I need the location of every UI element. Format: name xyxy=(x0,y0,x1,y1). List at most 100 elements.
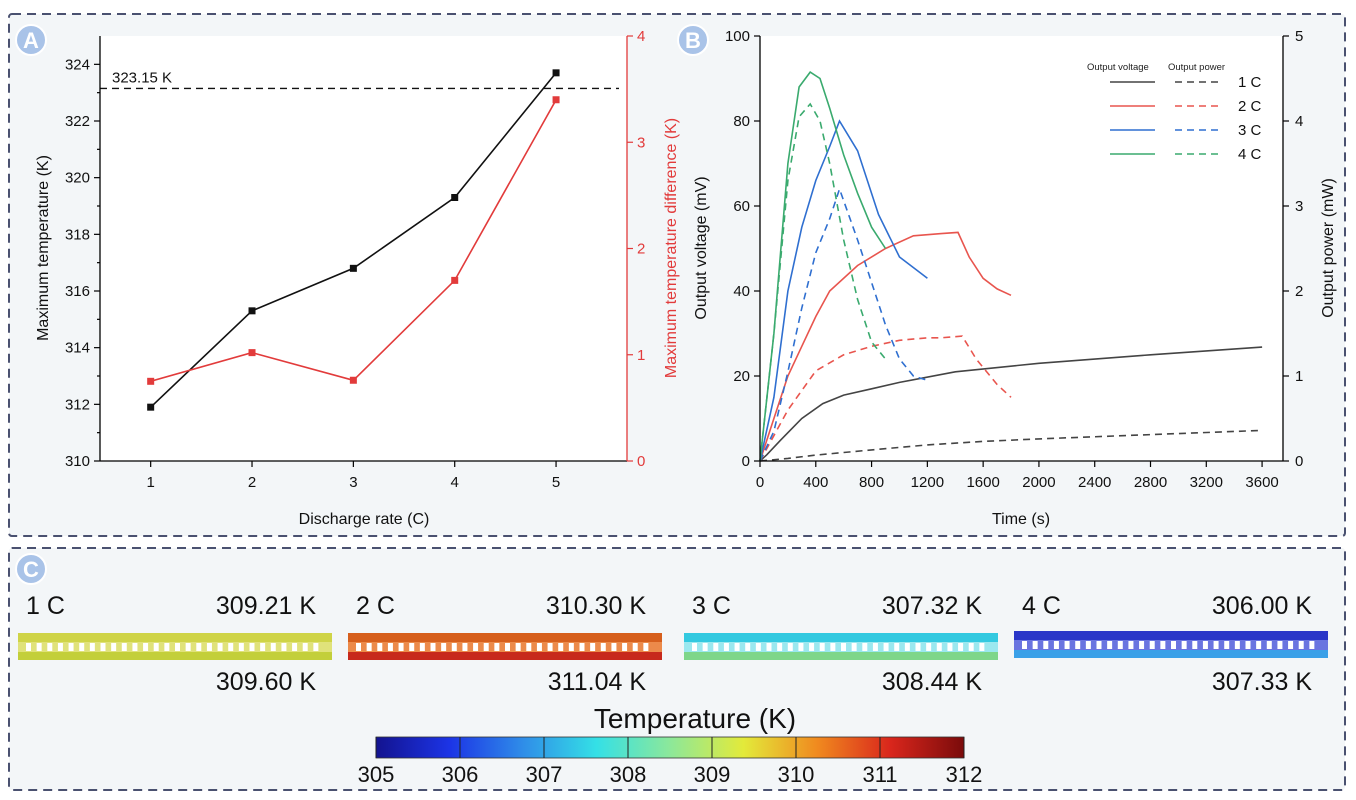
colorbar-tick-label: 310 xyxy=(778,762,815,787)
cell-channel xyxy=(1139,641,1145,649)
cell-channel xyxy=(1149,641,1155,649)
cell-channel xyxy=(1043,641,1049,649)
y2-tick-label: 3 xyxy=(637,134,645,151)
cell-channel xyxy=(830,643,836,651)
cell-channel xyxy=(313,643,319,651)
cell-rate-label: 2 C xyxy=(356,592,395,620)
cell-channel xyxy=(600,643,606,651)
cell-channel xyxy=(1181,641,1187,649)
cell-channel xyxy=(1160,641,1166,649)
y-tick-label: 314 xyxy=(65,340,90,357)
cell-channel xyxy=(132,643,138,651)
cell-channel xyxy=(894,643,900,651)
colorbar-tick-label: 312 xyxy=(946,762,983,787)
chart-a: 1 2 3 4 5 310 312 314 316 318 320 322 324 0 1 2 3 4 323.1… xyxy=(35,28,680,528)
cell-channel xyxy=(121,643,127,651)
chart-b-series-4-line xyxy=(759,335,1012,462)
y2-tick-label: 0 xyxy=(637,453,645,470)
y-tick-label: 318 xyxy=(65,226,90,243)
y-tick-label: 320 xyxy=(65,170,90,187)
cell-channel xyxy=(302,643,308,651)
cell-channel xyxy=(473,643,479,651)
y-tick-label: 310 xyxy=(65,453,90,470)
cell-channel xyxy=(883,643,889,651)
cell-bottom-plate xyxy=(348,652,662,660)
cell-top-plate xyxy=(1014,631,1328,640)
cell-rate-label: 1 C xyxy=(26,592,65,620)
x-tick-label: 3 xyxy=(349,474,357,491)
y-tick-label: 20 xyxy=(733,368,750,385)
chart-b-x-axis-title: Time (s) xyxy=(992,511,1050,528)
y2-tick-label: 3 xyxy=(1295,198,1303,215)
x-tick-label: 400 xyxy=(803,474,828,491)
panel-a-badge: A xyxy=(15,24,47,56)
cell-channel xyxy=(26,643,31,651)
cell-channel xyxy=(1298,641,1304,649)
cell-channel xyxy=(483,643,489,651)
data-point xyxy=(451,194,459,201)
chart-a-y2-axis-title: Maximum temperature difference (K) xyxy=(663,118,680,378)
data-point xyxy=(147,377,155,385)
x-tick-label: 4 xyxy=(451,474,459,491)
cell-channel xyxy=(723,643,729,651)
chart-b-y-axis-title: Output voltage (mV) xyxy=(693,176,710,319)
cell-channel xyxy=(505,643,510,651)
cell-channel xyxy=(206,643,212,651)
colorbar-tick-label: 306 xyxy=(442,762,479,787)
cell-channel xyxy=(745,643,751,651)
cell-channel xyxy=(1022,641,1027,649)
y2-tick-label: 5 xyxy=(1295,28,1303,45)
cell-channel xyxy=(611,643,617,651)
chart-b-plot-area xyxy=(760,36,1283,461)
cell-channel xyxy=(57,643,63,651)
cell-channel xyxy=(915,643,921,651)
y2-tick-label: 2 xyxy=(1295,283,1303,300)
data-point xyxy=(552,69,560,77)
cell-channel xyxy=(841,643,846,651)
data-point xyxy=(349,264,357,272)
y2-tick-label: 1 xyxy=(1295,368,1303,385)
x-tick-label: 5 xyxy=(552,474,560,491)
y-tick-label: 100 xyxy=(725,28,750,45)
cell-channel xyxy=(1032,641,1038,649)
cell-2: 2 C 310.30 K 311.04 K xyxy=(348,592,662,696)
cell-channel xyxy=(1075,641,1081,649)
cell-channel xyxy=(143,643,149,651)
cell-channel xyxy=(766,643,772,651)
cell-channel xyxy=(798,643,804,651)
panel-b-badge: B xyxy=(677,24,709,56)
cell-channel xyxy=(1266,641,1272,649)
cell-channel xyxy=(100,643,106,651)
cell-channel xyxy=(36,643,42,651)
cell-channel xyxy=(430,643,436,651)
chart-b-series-2-line xyxy=(759,429,1263,462)
cell-channel xyxy=(558,643,564,651)
cell-top-plate xyxy=(684,633,998,642)
cell-channel xyxy=(632,643,638,651)
cell-channel xyxy=(702,643,708,651)
legend-label: 4 C xyxy=(1238,146,1262,163)
x-tick-label: 1200 xyxy=(911,474,944,491)
data-point xyxy=(349,376,357,384)
cell-channel xyxy=(568,643,574,651)
svg-text:C: C xyxy=(23,557,39,582)
cell-bottom-temperature: 309.60 K xyxy=(216,668,316,696)
cell-channel xyxy=(292,643,298,651)
cell-channel xyxy=(936,643,942,651)
cell-channel xyxy=(79,643,85,651)
cell-channel xyxy=(809,643,815,651)
cell-channel xyxy=(1117,641,1123,649)
x-tick-label: 2400 xyxy=(1078,474,1111,491)
colorbar-tick-label: 311 xyxy=(862,762,897,787)
cell-channel xyxy=(249,643,255,651)
y-tick-label: 324 xyxy=(65,56,90,73)
cell-channel xyxy=(622,643,628,651)
panel-c-badge: C xyxy=(15,553,47,585)
y2-tick-label: 4 xyxy=(1295,113,1303,130)
cell-channel xyxy=(536,643,542,651)
cell-channel xyxy=(526,643,532,651)
cell-bottom-plate xyxy=(1014,650,1328,658)
y-tick-label: 80 xyxy=(733,113,750,130)
y-tick-label: 60 xyxy=(733,198,750,215)
chart-a-x-axis-title: Discharge rate (C) xyxy=(299,511,430,528)
